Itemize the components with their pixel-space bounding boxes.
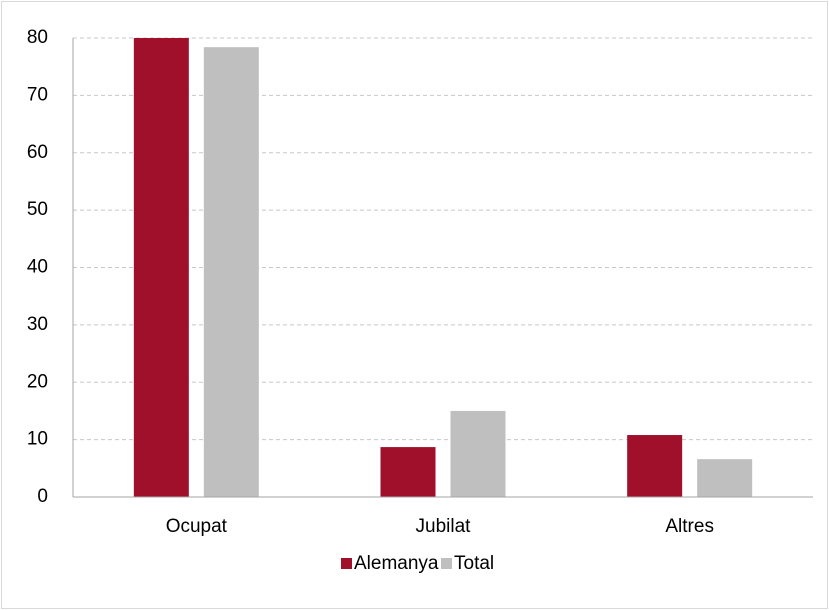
y-tick-label: 50 (27, 199, 48, 220)
x-tick-label: Jubilat (416, 516, 472, 537)
legend-label: Total (454, 553, 494, 574)
y-tick-label: 30 (27, 314, 48, 335)
bar (133, 38, 189, 497)
bar (203, 47, 259, 498)
y-tick-label: 0 (37, 486, 48, 507)
bar (450, 410, 506, 497)
legend-swatch (341, 558, 352, 569)
y-tick-label: 70 (27, 84, 48, 105)
bar (380, 447, 436, 497)
bar (697, 459, 753, 497)
y-tick-label: 40 (27, 257, 48, 278)
x-tick-label: Ocupat (166, 516, 228, 537)
legend-label: Alemanya (354, 553, 439, 574)
y-tick-label: 80 (27, 27, 48, 48)
x-tick-label: Altres (665, 516, 714, 537)
y-tick-label: 20 (27, 371, 48, 392)
y-tick-label: 60 (27, 142, 48, 163)
bar (627, 435, 683, 497)
y-tick-label: 10 (27, 429, 48, 450)
legend-swatch (441, 558, 452, 569)
